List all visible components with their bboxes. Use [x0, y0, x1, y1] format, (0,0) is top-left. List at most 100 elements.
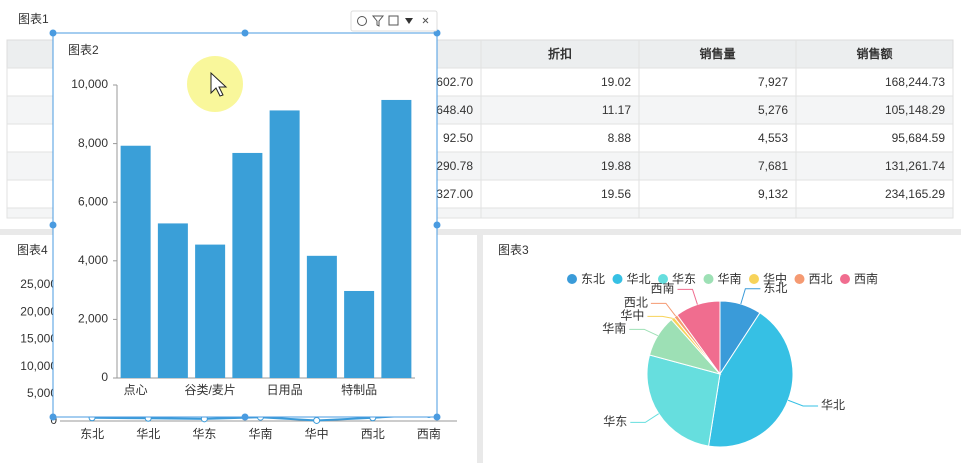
- pie-leader: [677, 288, 698, 305]
- table-cell: 234,165.29: [885, 187, 945, 201]
- bar: [232, 152, 263, 378]
- table-cell: 7,681: [758, 159, 788, 173]
- pie-label: 西北: [624, 296, 648, 310]
- y-tick-label: 10,000: [20, 359, 57, 373]
- legend-label: 华东: [672, 272, 696, 286]
- toolbar[interactable]: [350, 10, 438, 32]
- line-point: [313, 416, 321, 424]
- table-cell: 92.50: [443, 131, 473, 145]
- x-tick-label: 日用品: [267, 383, 303, 397]
- legend-marker: [612, 274, 623, 284]
- pie-leader: [647, 315, 673, 319]
- settings-icon[interactable]: [357, 16, 367, 26]
- x-tick-label: 华北: [136, 427, 160, 441]
- pie-label: 华中: [620, 308, 644, 323]
- column-header: 折扣: [548, 46, 572, 61]
- table-row-partial: [6, 207, 954, 219]
- y-tick-label: 8,000: [78, 136, 108, 150]
- bar: [344, 290, 375, 378]
- table-cell: 131,261.74: [885, 159, 945, 173]
- pie-leader: [629, 328, 659, 337]
- bar: [381, 99, 412, 379]
- legend-label: 东北: [581, 272, 605, 286]
- menu-icon[interactable]: [405, 18, 413, 24]
- pie-leader: [740, 288, 761, 305]
- y-tick-label: 4,000: [78, 253, 108, 267]
- legend-label: 华中: [763, 271, 787, 286]
- table-cell: 327.00: [436, 187, 473, 201]
- table-cell: 19.02: [601, 75, 631, 89]
- x-tick-label: 华东: [192, 427, 216, 441]
- x-tick-label: 西北: [361, 427, 385, 441]
- table-cell: 4,553: [758, 131, 788, 145]
- y-tick-label: 6,000: [78, 194, 108, 208]
- legend-marker: [567, 274, 577, 284]
- panel-title: 图表1: [18, 12, 49, 26]
- panel-title: 图表2: [68, 43, 99, 57]
- pie-leader: [787, 399, 819, 407]
- y-tick-label: 5,000: [27, 386, 57, 400]
- legend-label: 西南: [854, 271, 878, 286]
- pie-leader: [650, 302, 677, 317]
- legend-marker: [703, 274, 714, 284]
- bar: [195, 244, 226, 378]
- x-tick-label: 点心: [124, 383, 148, 397]
- x-tick-label: 东北: [80, 427, 104, 441]
- legend-label: 西北: [809, 272, 833, 286]
- pie-label: 西南: [650, 281, 674, 296]
- table-cell: 290.78: [436, 159, 473, 173]
- column-header: 销售额: [856, 46, 892, 61]
- y-tick-label: 10,000: [71, 77, 108, 91]
- pie-slice: [676, 300, 721, 376]
- table-cell: 9,132: [758, 187, 788, 201]
- x-tick-label: 谷类/麦片: [184, 383, 235, 397]
- panel-title: 图表4: [17, 243, 48, 257]
- legend-marker: [840, 274, 850, 284]
- legend-label: 华南: [718, 271, 742, 286]
- table-cell: 168,244.73: [885, 75, 945, 89]
- legend-label: 华北: [627, 272, 651, 286]
- filter-icon[interactable]: [371, 15, 385, 27]
- pie-label: 华南: [602, 321, 626, 336]
- pie-leader: [630, 413, 660, 423]
- table-cell: 648.40: [436, 103, 473, 117]
- x-tick-label: 华中: [305, 426, 329, 441]
- bar: [269, 110, 300, 378]
- table-cell: 602.70: [436, 75, 473, 89]
- chart-2: 图表2 0 2,000 4,000 6,000 8,000 10,000 点心 谷类/麦片 日用品…: [68, 43, 415, 397]
- x-tick-label: 特制品: [341, 382, 377, 397]
- legend-marker: [658, 274, 668, 284]
- table-cell: 19.56: [601, 187, 631, 201]
- table-cell: 7,927: [758, 75, 788, 89]
- y-tick-label: 25,000: [20, 277, 57, 291]
- table-cell: 95,684.59: [892, 131, 946, 145]
- table-cell: 11.17: [602, 103, 631, 117]
- pie-slice: [646, 354, 721, 447]
- bar: [157, 223, 188, 378]
- table-cell: 8.88: [608, 131, 632, 145]
- table-cell: 105,148.29: [885, 103, 945, 117]
- cursor: [210, 71, 228, 97]
- bar: [120, 145, 151, 378]
- pie-label: 东北: [763, 281, 787, 295]
- close-icon[interactable]: [422, 17, 429, 24]
- maximize-icon[interactable]: [388, 15, 399, 26]
- y-tick-label: 0: [101, 370, 108, 384]
- legend-marker: [794, 274, 805, 284]
- y-tick-label: 15,000: [20, 332, 57, 346]
- column-header: 销售量: [699, 46, 735, 61]
- table-cell: 19.88: [601, 159, 631, 173]
- bar: [306, 255, 337, 378]
- pie-label: 华东: [603, 415, 627, 429]
- legend-marker: [749, 274, 759, 284]
- table-cell: 5,276: [758, 103, 788, 117]
- y-tick-label: 2,000: [78, 312, 108, 326]
- pie-label: 华北: [821, 398, 845, 412]
- panel-title: 图表3: [498, 243, 529, 257]
- x-tick-label: 西南: [417, 426, 441, 441]
- x-tick-label: 华南: [248, 426, 272, 441]
- y-tick-label: 20,000: [20, 304, 57, 318]
